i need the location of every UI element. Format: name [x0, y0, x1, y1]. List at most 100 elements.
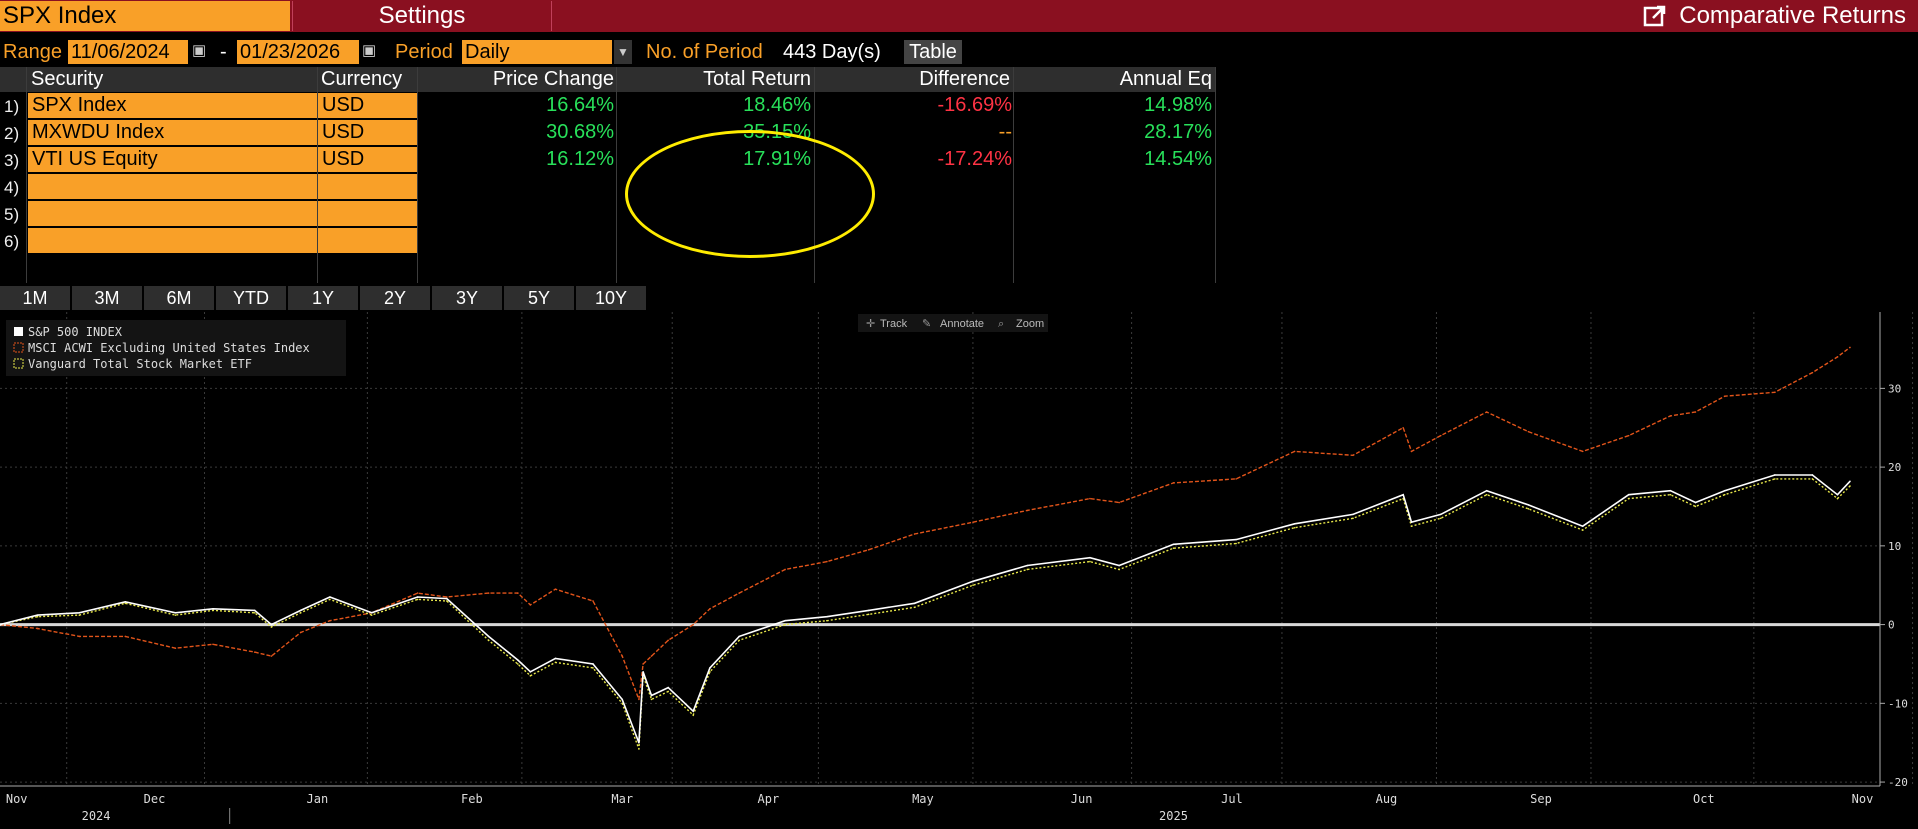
calendar-icon[interactable]: ▣ — [362, 42, 377, 59]
data-point — [1811, 371, 1814, 374]
x-tick-label: Jul — [1221, 792, 1243, 806]
tab-6m[interactable]: 6M — [144, 286, 214, 310]
security-field[interactable]: VTI US Equity — [28, 147, 317, 173]
row-number: 2) — [4, 124, 20, 143]
data-point — [529, 671, 532, 673]
col-header-price-change[interactable]: Price Change — [492, 68, 614, 90]
data-point — [650, 698, 653, 701]
external-link-icon[interactable] — [1643, 4, 1667, 28]
tab-3y[interactable]: 3Y — [432, 286, 502, 310]
data-point — [1774, 474, 1776, 476]
col-header-security[interactable]: Security — [31, 68, 104, 90]
tab-1y[interactable]: 1Y — [288, 286, 358, 310]
y-tick-label: 20 — [1888, 461, 1901, 474]
annual-eq-value — [1016, 228, 1212, 254]
x-tick-label: Apr — [758, 792, 780, 806]
security-field[interactable] — [28, 201, 317, 227]
currency-field[interactable] — [318, 228, 417, 254]
x-tick-label: Oct — [1693, 792, 1715, 806]
currency-field[interactable]: USD — [318, 120, 417, 146]
data-point — [1439, 517, 1442, 520]
col-header-total-return[interactable]: Total Return — [703, 68, 811, 90]
tab-3m[interactable]: 3M — [72, 286, 142, 310]
x-tick-label: Nov — [6, 792, 28, 806]
data-point — [1836, 497, 1839, 500]
col-divider — [26, 67, 27, 283]
year-label: 2025 — [1159, 809, 1188, 823]
data-point — [913, 602, 916, 605]
chevron-down-icon[interactable]: ▼ — [614, 40, 632, 64]
chart-toolbar: ✛ Track ✎ Annotate ⌕ Zoom — [858, 314, 1048, 332]
data-point — [650, 694, 653, 697]
col-header-difference[interactable]: Difference — [919, 68, 1010, 90]
data-point — [913, 533, 916, 535]
currency-field[interactable] — [318, 174, 417, 200]
table-button[interactable]: Table — [904, 40, 962, 64]
settings-button[interactable]: Settings — [292, 1, 552, 31]
tab-1m[interactable]: 1M — [0, 286, 70, 310]
x-tick-label: Aug — [1376, 792, 1398, 806]
currency-field[interactable]: USD — [318, 147, 417, 173]
data-point — [1669, 415, 1672, 417]
col-header-currency[interactable]: Currency — [321, 68, 403, 90]
data-point — [253, 611, 256, 614]
currency-field[interactable] — [318, 201, 417, 227]
col-header-annual-eq[interactable]: Annual Eq — [1119, 68, 1212, 90]
x-tick-label: May — [912, 792, 934, 806]
col-divider — [616, 67, 617, 283]
x-tick-label: Dec — [144, 792, 166, 806]
difference-value: -- — [998, 121, 1012, 143]
data-point — [1293, 523, 1296, 525]
start-date-field[interactable]: 11/06/2024 — [68, 40, 188, 64]
data-point — [867, 613, 870, 616]
price-change-value: 30.68% — [546, 121, 614, 143]
pencil-icon[interactable]: ✎ — [922, 318, 931, 330]
legend-label-vti: Vanguard Total Stock Market ETF — [28, 357, 252, 371]
chart-svg[interactable]: -20 -10 0 10 20 30 Nov Dec Jan Feb Mar Apr May Jun Jul… — [0, 312, 1918, 824]
data-point — [1410, 521, 1413, 524]
annotate-tool[interactable]: Annotate — [940, 318, 984, 330]
x-tick-label: Feb — [461, 792, 483, 806]
security-ticker-field[interactable]: SPX Index — [0, 1, 290, 31]
data-point — [554, 657, 557, 660]
data-point — [1352, 454, 1354, 457]
security-field[interactable] — [28, 228, 317, 254]
data-point — [650, 655, 653, 657]
legend-swatch-spx — [14, 327, 23, 336]
data-point — [370, 611, 373, 614]
currency-field[interactable]: USD — [318, 93, 417, 119]
period-select[interactable]: Daily — [462, 40, 612, 64]
data-point — [1089, 560, 1091, 563]
data-point — [487, 635, 490, 638]
y-tick-label: 10 — [1888, 540, 1901, 553]
data-point — [253, 609, 256, 612]
data-point — [1581, 450, 1584, 453]
data-point — [1723, 493, 1726, 496]
data-point — [1527, 430, 1530, 433]
zoom-icon[interactable]: ⌕ — [998, 318, 1004, 330]
data-point — [667, 639, 669, 642]
tab-10y[interactable]: 10Y — [576, 286, 646, 310]
data-point — [370, 614, 373, 616]
security-field[interactable]: SPX Index — [28, 93, 317, 119]
security-field[interactable] — [28, 174, 317, 200]
data-point — [1410, 525, 1413, 527]
data-point — [1235, 542, 1237, 545]
y-tick-label: -20 — [1888, 776, 1908, 789]
data-point — [1836, 493, 1839, 496]
calendar-icon[interactable]: ▣ — [192, 42, 207, 59]
tab-5y[interactable]: 5Y — [504, 286, 574, 310]
track-tool[interactable]: Track — [880, 318, 908, 330]
crosshair-icon[interactable]: ✛ — [866, 318, 875, 330]
series-line-vti — [0, 478, 1851, 750]
zoom-tool[interactable]: Zoom — [1016, 318, 1044, 330]
tab-2y[interactable]: 2Y — [360, 286, 430, 310]
security-field[interactable]: MXWDU Index — [28, 120, 317, 146]
data-point — [487, 592, 490, 594]
returns-chart[interactable]: -20 -10 0 10 20 30 Nov Dec Jan Feb Mar Apr May Jun Jul… — [0, 312, 1918, 824]
tab-ytd[interactable]: YTD — [216, 286, 286, 310]
data-point — [1627, 493, 1630, 496]
row-number: 5) — [4, 205, 20, 224]
end-date-field[interactable]: 01/23/2026 — [237, 40, 359, 64]
data-point — [1172, 543, 1175, 546]
